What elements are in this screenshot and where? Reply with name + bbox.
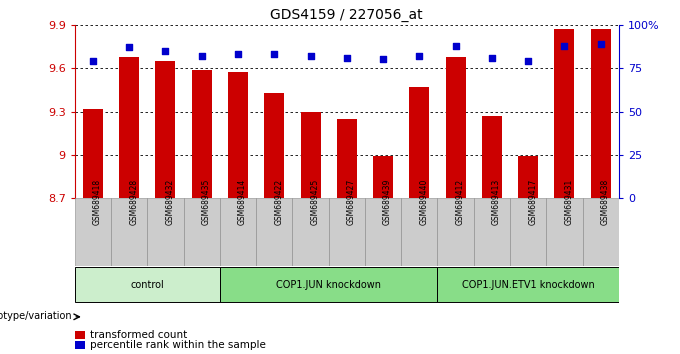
Point (450, 43, 461, 48)
Point (414, 53, 425, 59)
Point (523, 58, 534, 64)
Bar (111, 198, 148, 266)
Text: percentile rank within the sample: percentile rank within the sample (90, 340, 266, 350)
Bar (83, 109, 103, 198)
Text: GSM689427: GSM689427 (347, 178, 356, 225)
Text: GSM689440: GSM689440 (420, 178, 428, 225)
Text: GSM689412: GSM689412 (456, 178, 464, 225)
Bar (401, 198, 437, 266)
Point (486, 55, 497, 61)
Bar (583, 198, 619, 266)
Point (595, 41, 606, 47)
Point (197, 53, 207, 59)
Bar (546, 198, 583, 266)
Text: control: control (131, 280, 164, 290)
Bar (220, 268, 437, 302)
Bar (156, 61, 175, 198)
Point (269, 51, 279, 57)
Text: GSM689425: GSM689425 (311, 178, 320, 225)
Point (377, 57, 388, 62)
Bar (192, 70, 211, 198)
Bar (591, 29, 611, 198)
Bar (409, 87, 429, 198)
Bar (301, 112, 320, 198)
Bar (482, 116, 502, 198)
Text: GSM689431: GSM689431 (564, 178, 573, 225)
Bar (75, 331, 84, 339)
Text: COP1.JUN knockdown: COP1.JUN knockdown (276, 280, 381, 290)
Point (160, 48, 171, 53)
Bar (220, 198, 256, 266)
Bar (474, 198, 510, 266)
Point (88, 58, 99, 64)
Bar (373, 156, 393, 198)
Title: GDS4159 / 227056_at: GDS4159 / 227056_at (271, 8, 423, 22)
Bar (337, 119, 357, 198)
Text: GSM689432: GSM689432 (165, 178, 175, 225)
Text: GSM689418: GSM689418 (93, 178, 102, 225)
Text: GSM689414: GSM689414 (238, 178, 247, 225)
Text: GSM689417: GSM689417 (528, 178, 537, 225)
Text: GSM689439: GSM689439 (383, 178, 392, 225)
Bar (554, 29, 575, 198)
Point (559, 43, 570, 48)
Text: GSM689438: GSM689438 (600, 178, 610, 225)
Text: GSM689428: GSM689428 (129, 178, 138, 225)
Text: COP1.JUN.ETV1 knockdown: COP1.JUN.ETV1 knockdown (462, 280, 594, 290)
Bar (75, 341, 84, 349)
Bar (437, 268, 619, 302)
Bar (445, 57, 466, 198)
Bar (148, 198, 184, 266)
Text: GSM689422: GSM689422 (274, 178, 284, 225)
Bar (265, 93, 284, 198)
Bar (328, 198, 365, 266)
Bar (228, 73, 248, 198)
Point (341, 55, 352, 61)
Bar (256, 198, 292, 266)
Text: transformed count: transformed count (90, 330, 187, 340)
Point (124, 45, 135, 50)
Bar (119, 57, 139, 198)
Bar (510, 198, 546, 266)
Point (305, 53, 316, 59)
Bar (75, 268, 220, 302)
Text: GSM689435: GSM689435 (202, 178, 211, 225)
Point (233, 51, 243, 57)
Bar (365, 198, 401, 266)
Bar (437, 198, 474, 266)
Bar (184, 198, 220, 266)
Bar (75, 198, 111, 266)
Bar (292, 198, 328, 266)
Text: genotype/variation: genotype/variation (0, 310, 73, 321)
Bar (518, 156, 538, 198)
Text: GSM689413: GSM689413 (492, 178, 501, 225)
